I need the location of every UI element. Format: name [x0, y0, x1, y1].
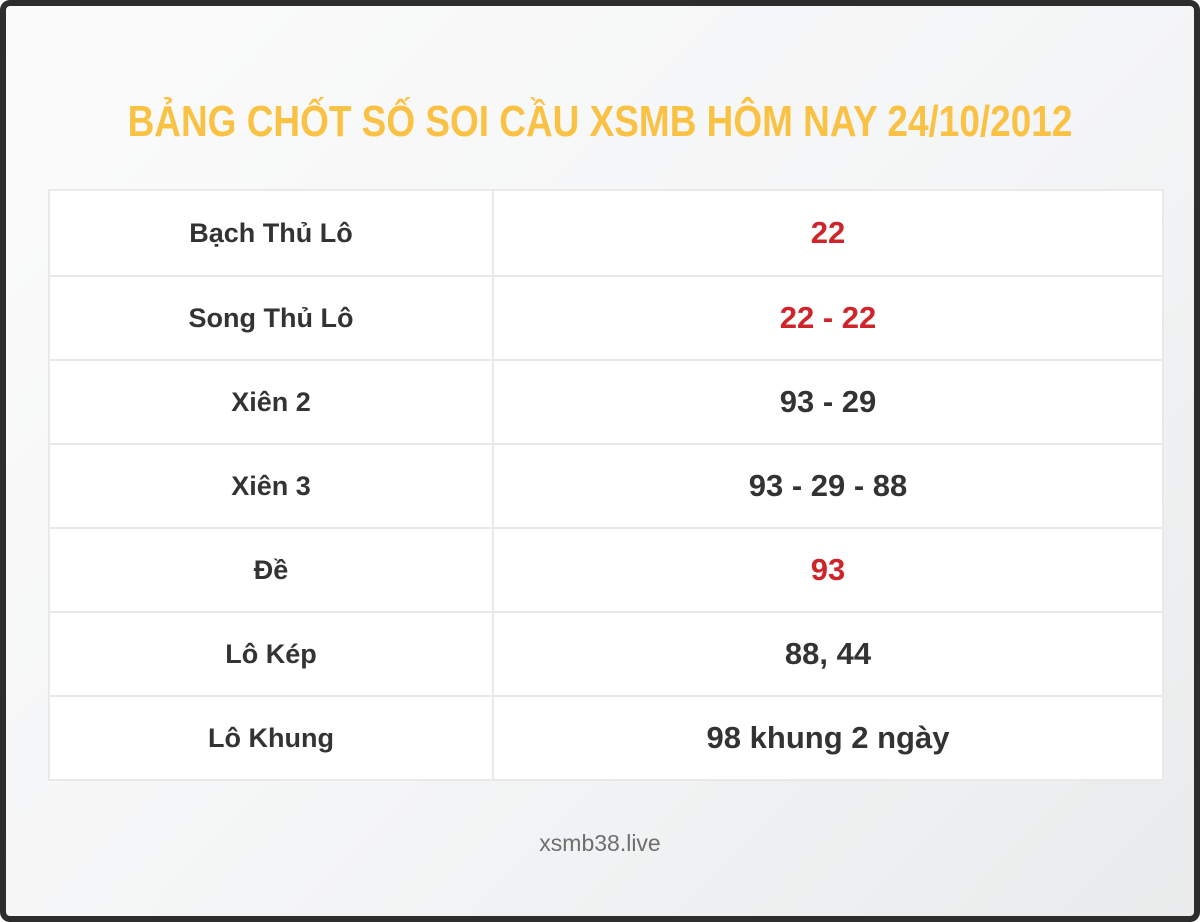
row-value: 22 — [494, 191, 1162, 275]
page-title: BẢNG CHỐT SỐ SOI CẦU XSMB HÔM NAY 24/10/… — [127, 97, 1073, 146]
row-label: Xiên 3 — [50, 445, 494, 527]
row-value: 93 - 29 - 88 — [494, 445, 1162, 527]
row-label: Lô Khung — [50, 697, 494, 779]
footer-text: xsmb38.live — [539, 830, 661, 856]
table-row: Đề 93 — [50, 527, 1162, 611]
table-row: Bạch Thủ Lô 22 — [50, 191, 1162, 275]
row-value: 98 khung 2 ngày — [494, 697, 1162, 779]
row-value: 88, 44 — [494, 613, 1162, 695]
row-value: 22 - 22 — [494, 277, 1162, 359]
table-row: Song Thủ Lô 22 - 22 — [50, 275, 1162, 359]
table-row: Xiên 3 93 - 29 - 88 — [50, 443, 1162, 527]
prediction-table: Bạch Thủ Lô 22 Song Thủ Lô 22 - 22 Xiên … — [48, 189, 1164, 781]
row-value: 93 — [494, 529, 1162, 611]
table-row: Lô Khung 98 khung 2 ngày — [50, 695, 1162, 779]
row-label: Bạch Thủ Lô — [50, 191, 494, 275]
table-row: Xiên 2 93 - 29 — [50, 359, 1162, 443]
row-label: Lô Kép — [50, 613, 494, 695]
row-value: 93 - 29 — [494, 361, 1162, 443]
row-label: Đề — [50, 529, 494, 611]
row-label: Xiên 2 — [50, 361, 494, 443]
table-row: Lô Kép 88, 44 — [50, 611, 1162, 695]
row-label: Song Thủ Lô — [50, 277, 494, 359]
